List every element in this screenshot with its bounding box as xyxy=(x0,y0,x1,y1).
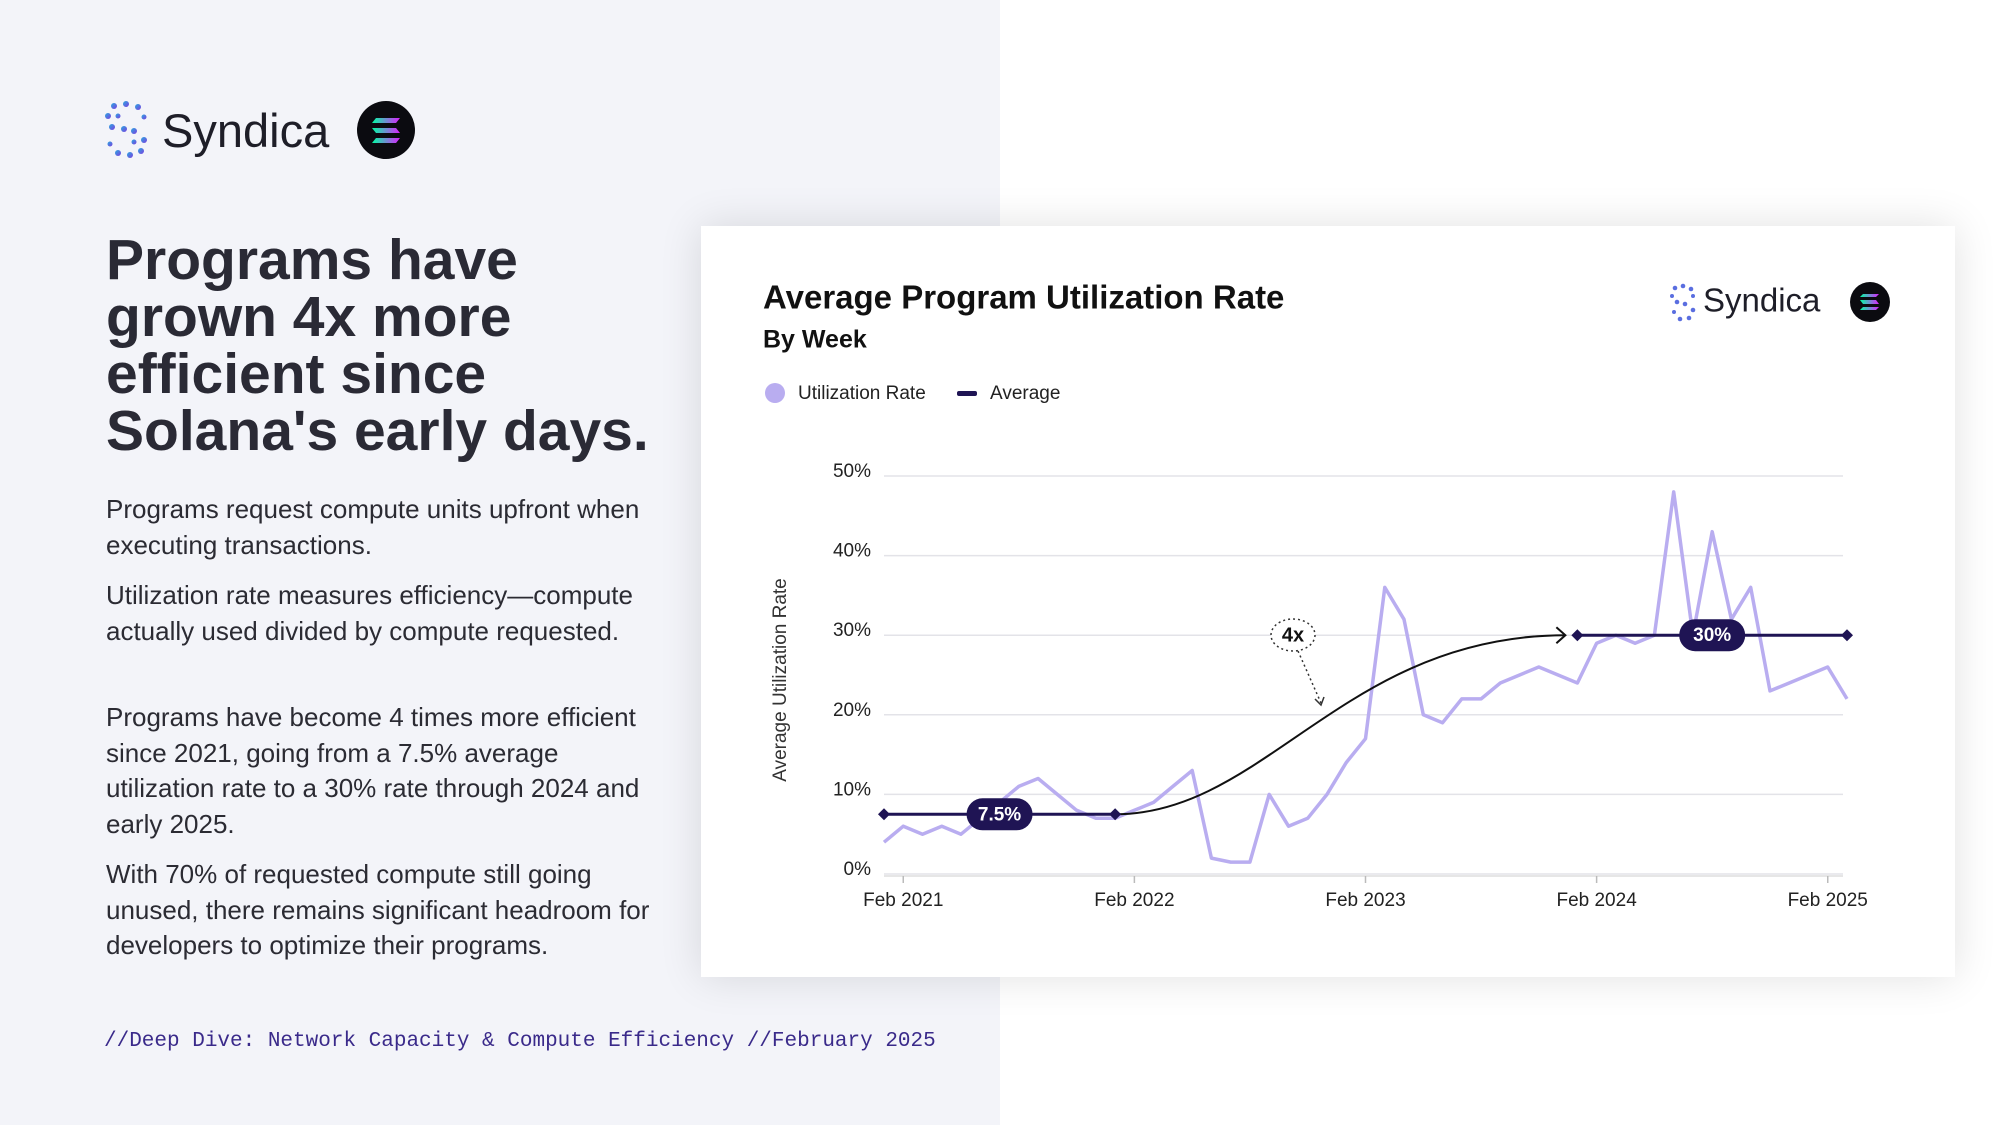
average-pill xyxy=(966,798,1033,831)
legend-swatch xyxy=(765,383,785,403)
x-tick-label: Feb 2022 xyxy=(1094,890,1174,911)
headline-line: Solana's early days. xyxy=(106,399,649,463)
growth-curve xyxy=(1115,634,1566,816)
headline-line: Programs have xyxy=(106,228,518,292)
callout-line xyxy=(1297,650,1322,704)
x-tick-label: Feb 2024 xyxy=(1556,890,1637,911)
logo: Syndica xyxy=(104,100,416,160)
paragraph: Programs request compute units upfront w… xyxy=(106,494,640,560)
y-tick-label: 0% xyxy=(844,859,872,880)
y-axis-label: Average Utilization Rate xyxy=(770,578,791,781)
paragraph: Utilization rate measures efficiency—com… xyxy=(106,580,633,646)
growth-arrowhead xyxy=(1555,626,1567,644)
x-tick-label: Feb 2025 xyxy=(1788,890,1868,911)
headline-line: grown 4x more xyxy=(106,285,512,349)
average-endpoint xyxy=(1109,808,1122,821)
headline: Programs have grown 4x more efficient sinc… xyxy=(106,232,649,460)
average-line xyxy=(884,633,1847,816)
callout-label: 4x xyxy=(1282,624,1304,646)
legend-label: Average xyxy=(990,383,1060,404)
plot: 0% 10% 20% 30% 40% 50% Feb 2021 Feb 2022 Feb 202… xyxy=(770,461,1868,911)
y-tick-label: 10% xyxy=(833,779,871,800)
chart-subtitle: By Week xyxy=(763,326,867,354)
headline-line: efficient since xyxy=(106,342,487,406)
utilization-line xyxy=(882,490,1849,864)
callout-arrowhead xyxy=(1314,696,1325,707)
paragraph: With 70% of requested compute still goin… xyxy=(106,859,650,961)
logo-text: Syndica xyxy=(1703,282,1821,319)
logo-icon xyxy=(105,101,147,158)
y-tick-label: 50% xyxy=(833,461,871,482)
legend: Utilization Rate Average xyxy=(765,383,1060,404)
average-endpoint xyxy=(1841,629,1853,642)
logo-text: Syndica xyxy=(162,103,330,157)
legend-swatch xyxy=(957,391,977,396)
card-logo: Syndica xyxy=(1670,282,1890,322)
paragraph: Programs have become 4 times more effici… xyxy=(106,702,640,840)
average-endpoint xyxy=(1571,629,1584,642)
average-pill xyxy=(1679,619,1746,652)
x-tick-label: Feb 2023 xyxy=(1325,890,1405,911)
chart-card: Average Program Utilization Rate By Week… xyxy=(701,226,1955,977)
legend-label: Utilization Rate xyxy=(798,383,926,404)
y-tick-label: 20% xyxy=(833,700,871,721)
x-tick-label: Feb 2021 xyxy=(863,890,943,911)
solana-badge xyxy=(357,101,416,159)
y-tick-label: 40% xyxy=(833,541,871,562)
y-tick-label: 30% xyxy=(833,620,871,641)
footer: //Deep Dive: Network Capacity & Compute … xyxy=(104,1030,936,1053)
chart-title: Average Program Utilization Rate xyxy=(763,279,1284,316)
chart: Average Program Utilization Rate By Week… xyxy=(763,279,1890,911)
average-endpoint xyxy=(878,808,890,821)
average-pill-label: 7.5% xyxy=(978,804,1021,825)
average-pill-label: 30% xyxy=(1693,625,1731,646)
callout-bubble xyxy=(1270,618,1316,652)
